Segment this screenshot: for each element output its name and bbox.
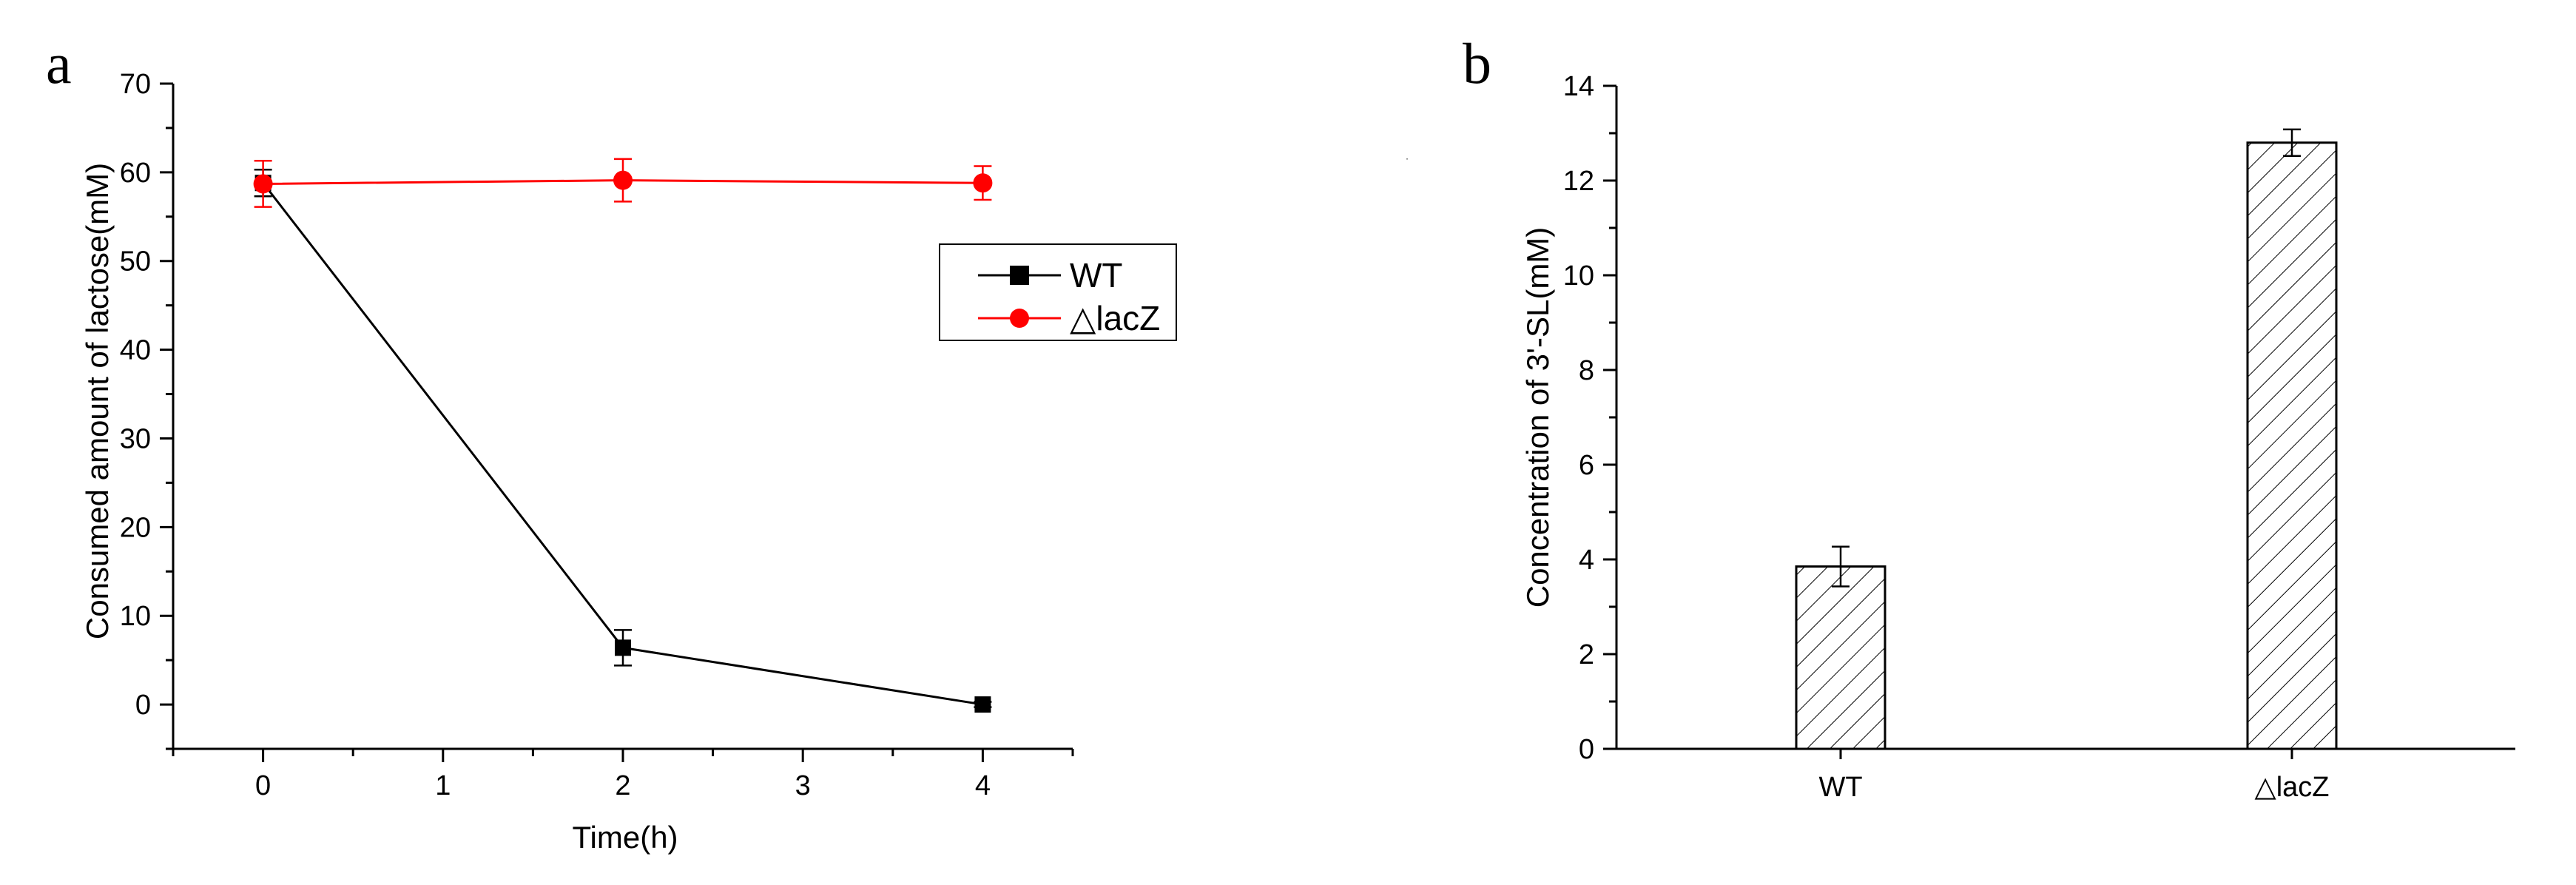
a-x-tick-label: 1: [435, 770, 451, 801]
a-y-tick-label: 60: [120, 158, 151, 189]
stray-mark: ·: [1406, 153, 1409, 164]
b-x-tick-label: △lacZ: [2254, 772, 2329, 803]
a-y-tick-label: 20: [120, 512, 151, 543]
series-lacz: [253, 158, 993, 208]
panel-a-y-ticks: 0 10 20 30 40 50 60 70: [120, 69, 173, 750]
a-y-tick-label: 10: [120, 601, 151, 632]
a-x-tick-label: 4: [975, 770, 991, 801]
b-y-tick-label: 10: [1563, 260, 1594, 292]
panel-a-x-axis-title: Time(h): [572, 820, 678, 855]
panel-b-y-axis-title: Concentration of 3'-SL(mM): [1520, 227, 1555, 608]
panel-a-x-ticks: 0 1 2 3 4: [172, 749, 1074, 801]
b-y-tick-label: 2: [1579, 639, 1594, 670]
legend-wt-marker: [1010, 266, 1029, 285]
bar: [1795, 565, 1887, 750]
panel-a-legend: WT △lacZ: [939, 243, 1177, 341]
legend-box: [939, 243, 1177, 341]
legend-wt-label: WT: [1070, 256, 1123, 295]
legend-lacz-label: △lacZ: [1070, 299, 1160, 337]
b-y-tick-label: 14: [1563, 71, 1594, 102]
panel-b-bars: WT △lacZ: [1795, 128, 2338, 803]
panel-a: a 0 10 20 30 40 50 60 70 0 1 2 3 4 Time(h) Consumed…: [46, 31, 1177, 855]
legend-lacz-marker: [1010, 309, 1029, 328]
panel-a-series: [253, 158, 993, 713]
a-x-tick-label: 2: [615, 770, 630, 801]
data-point: [253, 174, 273, 194]
panel-b: b 0 2 4 6 8 10 12 14 WT △lacZ Concentration of 3…: [1463, 31, 2515, 803]
b-y-tick-label: 6: [1579, 450, 1594, 481]
data-point: [613, 170, 633, 190]
data-point: [615, 639, 631, 656]
series-wt: [254, 169, 992, 713]
b-x-tick-label: WT: [1818, 772, 1862, 803]
a-y-tick-label: 50: [120, 246, 151, 277]
a-y-tick-label: 40: [120, 335, 151, 366]
a-y-tick-label: 30: [120, 423, 151, 454]
panel-a-y-axis-title: Consumed amount of lactose(mM): [80, 163, 115, 639]
panel-b-y-ticks: 0 2 4 6 8 10 12 14: [1563, 71, 1616, 765]
b-y-tick-label: 12: [1563, 166, 1594, 197]
data-point: [974, 696, 991, 713]
b-y-tick-label: 4: [1579, 545, 1594, 576]
a-y-tick-label: 70: [120, 69, 151, 100]
panel-b-axes: [1615, 86, 2515, 750]
a-x-tick-label: 0: [255, 770, 271, 801]
panel-b-letter: b: [1463, 31, 1491, 95]
a-y-tick-label: 0: [135, 690, 151, 721]
series-line: [262, 182, 983, 706]
bar: [2246, 141, 2338, 750]
data-point: [973, 173, 993, 193]
b-y-tick-label: 0: [1579, 734, 1594, 765]
panel-a-letter: a: [46, 31, 72, 95]
b-y-tick-label: 8: [1579, 355, 1594, 386]
a-x-tick-label: 3: [795, 770, 811, 801]
